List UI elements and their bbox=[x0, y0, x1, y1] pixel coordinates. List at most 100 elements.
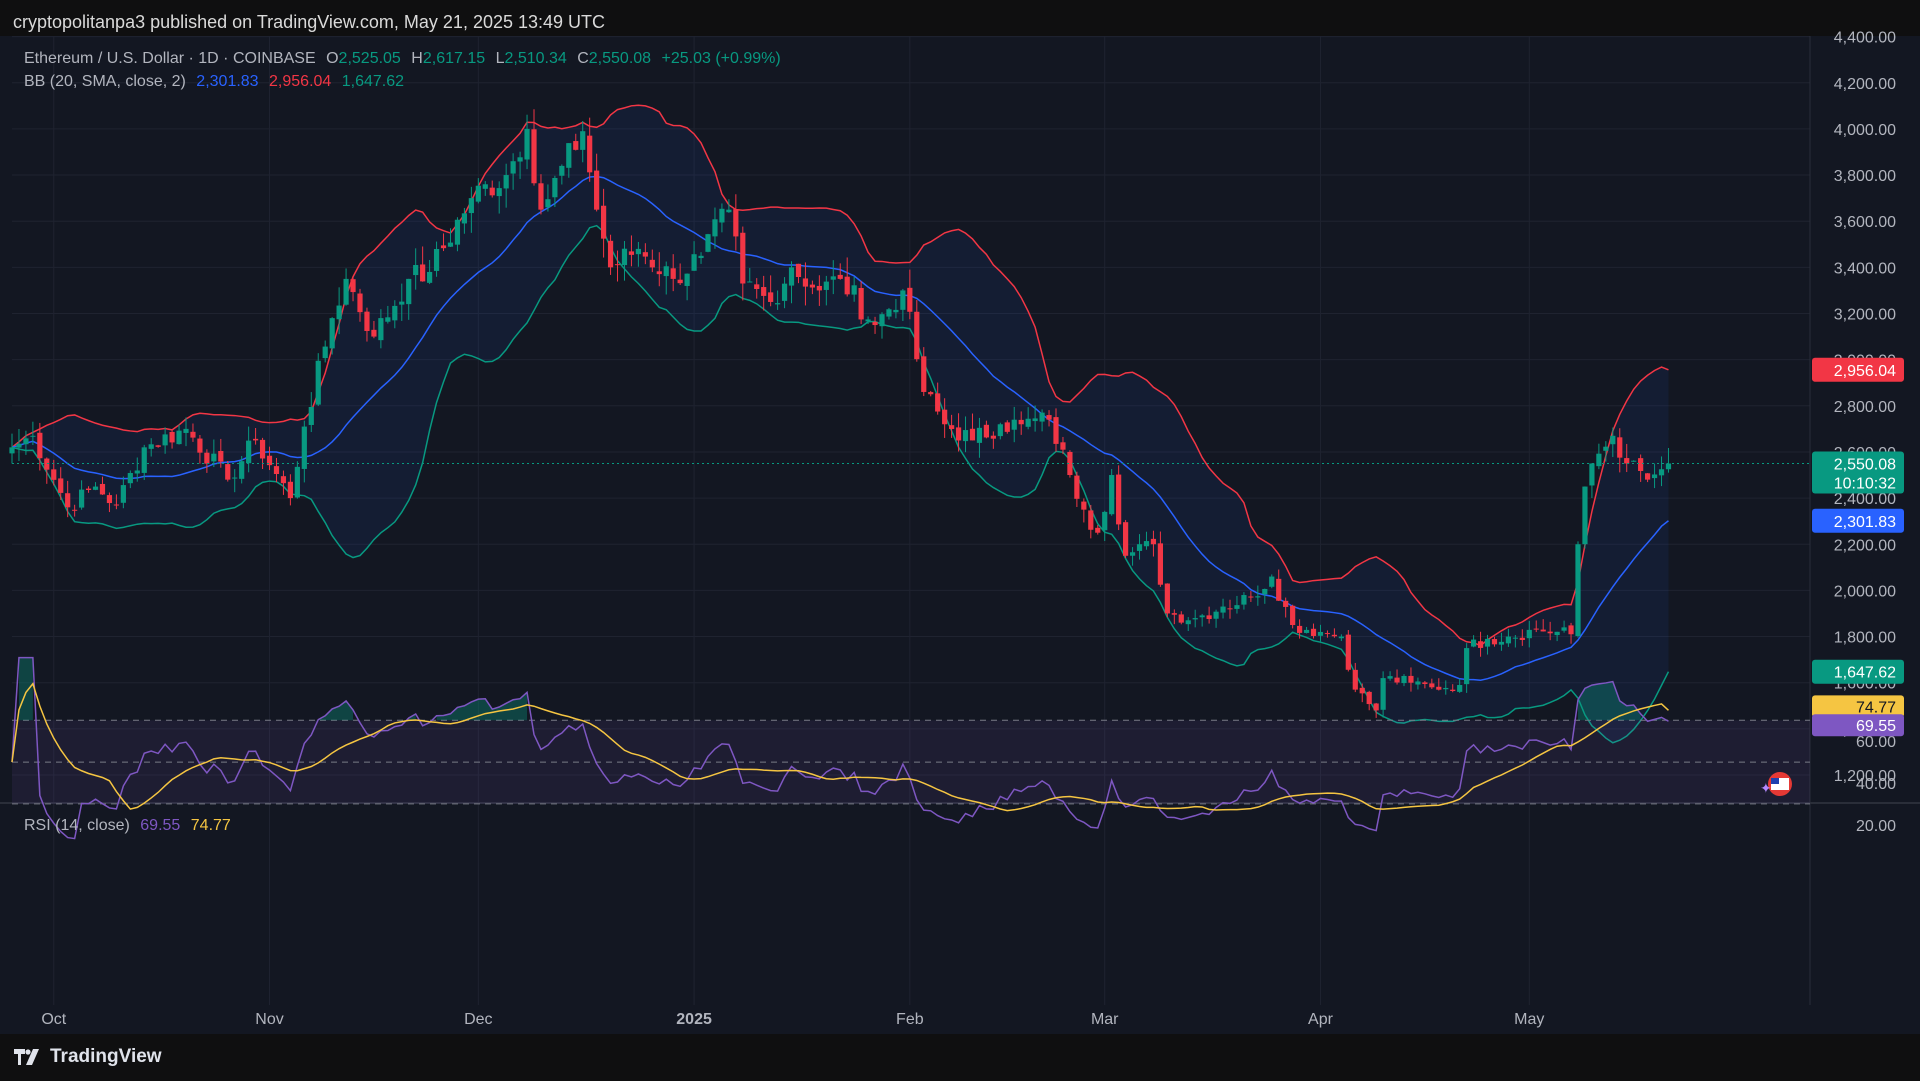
candle-body bbox=[1464, 648, 1470, 685]
candle-body bbox=[559, 165, 565, 176]
candle-body bbox=[1248, 596, 1254, 598]
tradingview-brand[interactable]: TradingView bbox=[14, 1046, 162, 1068]
rsi-axis-tick: 20.00 bbox=[1856, 818, 1896, 835]
candle-body bbox=[719, 208, 725, 223]
candle-body bbox=[468, 198, 474, 214]
low-label: L bbox=[495, 50, 505, 67]
candle-body bbox=[371, 329, 377, 337]
countdown-label: 10:10:32 bbox=[1834, 475, 1896, 492]
candle-body bbox=[754, 284, 760, 290]
candle-body bbox=[663, 266, 669, 277]
candle-body bbox=[336, 305, 342, 320]
candle-body bbox=[1603, 446, 1609, 451]
candle-body bbox=[614, 264, 621, 266]
bollinger-band-fill bbox=[12, 105, 1669, 743]
candle-body bbox=[106, 495, 113, 504]
candle-body bbox=[1359, 687, 1365, 694]
candle-body bbox=[1645, 473, 1651, 480]
candle-body bbox=[1255, 596, 1261, 598]
candle-body bbox=[1171, 613, 1177, 615]
candle-body bbox=[1206, 615, 1212, 620]
candle-body bbox=[1624, 458, 1630, 464]
low-value: 2,510.34 bbox=[504, 50, 567, 67]
close-value: 2,550.08 bbox=[588, 50, 652, 67]
candle-body bbox=[691, 254, 697, 271]
candle-body bbox=[23, 438, 29, 445]
time-axis-tick: Nov bbox=[255, 1011, 283, 1028]
candle-body bbox=[1032, 418, 1038, 422]
candle-body bbox=[1394, 677, 1400, 683]
candle-body bbox=[761, 287, 767, 296]
candle-body bbox=[1526, 629, 1532, 639]
candle-body bbox=[628, 251, 635, 255]
candle-body bbox=[197, 438, 203, 453]
candle-body bbox=[1491, 639, 1498, 645]
candle-body bbox=[1582, 486, 1588, 545]
candle-body bbox=[148, 444, 154, 449]
candle-body bbox=[475, 185, 481, 202]
candle-body bbox=[85, 488, 92, 491]
candle-body bbox=[1109, 475, 1115, 515]
candle-body bbox=[350, 279, 356, 293]
candle-body bbox=[1617, 437, 1623, 458]
bb-lower-price-label-bg bbox=[1812, 659, 1904, 684]
candle-body bbox=[92, 486, 99, 490]
candle-body bbox=[176, 430, 182, 445]
candle-body bbox=[1088, 510, 1094, 530]
candle-body bbox=[642, 252, 648, 257]
bb-basis-value: 2,301.83 bbox=[196, 73, 259, 90]
candle-body bbox=[781, 283, 788, 301]
candle-body bbox=[1241, 595, 1247, 605]
candle-body bbox=[1053, 417, 1059, 444]
candle-body bbox=[1136, 544, 1143, 551]
candle-body bbox=[635, 248, 641, 255]
candle-body bbox=[496, 188, 502, 197]
candle-body bbox=[273, 466, 280, 475]
candle-body bbox=[1123, 522, 1129, 556]
candle-body bbox=[1415, 681, 1421, 685]
candle-body bbox=[928, 392, 934, 395]
candle-body bbox=[246, 440, 252, 464]
published-line: cryptopolitanpa3 published on TradingVie… bbox=[13, 12, 606, 32]
candle-body bbox=[225, 464, 231, 480]
candle-body bbox=[747, 281, 753, 283]
bb-label: BB (20, SMA, close, 2) bbox=[24, 73, 186, 90]
candle-body bbox=[907, 287, 913, 312]
candle-body bbox=[204, 452, 210, 464]
chart-canvas[interactable]: 1,200.001,400.001,600.001,800.002,000.00… bbox=[0, 0, 1920, 1034]
candle-body bbox=[795, 263, 802, 278]
candle-body bbox=[1310, 628, 1317, 636]
price-axis-tick: 1,200.00 bbox=[1834, 768, 1896, 785]
candle-body bbox=[37, 432, 43, 459]
candle-body bbox=[51, 469, 57, 480]
price-axis-tick: 3,800.00 bbox=[1834, 168, 1896, 185]
candle-body bbox=[329, 318, 335, 349]
rsi-axis-tick: 60.00 bbox=[1856, 734, 1896, 751]
candle-body bbox=[601, 205, 607, 239]
candle-body bbox=[1665, 463, 1672, 470]
candle-body bbox=[1262, 588, 1268, 595]
candle-body bbox=[211, 453, 217, 462]
candle-body bbox=[1505, 636, 1511, 644]
candle-body bbox=[503, 175, 509, 189]
tradingview-logo-icon bbox=[14, 1049, 39, 1065]
close-label: C bbox=[577, 50, 589, 67]
candle-body bbox=[1443, 687, 1449, 690]
bb-legend: BB (20, SMA, close, 2) 2,301.83 2,956.04… bbox=[24, 73, 410, 91]
candle-body bbox=[1484, 638, 1491, 647]
price-axis-tick: 2,000.00 bbox=[1834, 583, 1896, 600]
flag-canton bbox=[1771, 778, 1779, 784]
bb-basis-price-label: 2,301.83 bbox=[1834, 514, 1896, 531]
candle-body bbox=[955, 427, 962, 441]
candle-body bbox=[684, 273, 690, 286]
candle-body bbox=[461, 213, 467, 224]
brand-text: TradingView bbox=[50, 1046, 162, 1067]
candle-body bbox=[1095, 527, 1101, 533]
candle-body bbox=[99, 483, 106, 495]
candle-body bbox=[788, 267, 795, 286]
symbol-legend: Ethereum / U.S. Dollar · 1D · COINBASE O… bbox=[24, 50, 787, 68]
candle-body bbox=[1477, 641, 1484, 648]
candle-body bbox=[566, 143, 572, 168]
time-axis-tick: Feb bbox=[896, 1011, 924, 1028]
bollinger-fill bbox=[12, 105, 1669, 743]
